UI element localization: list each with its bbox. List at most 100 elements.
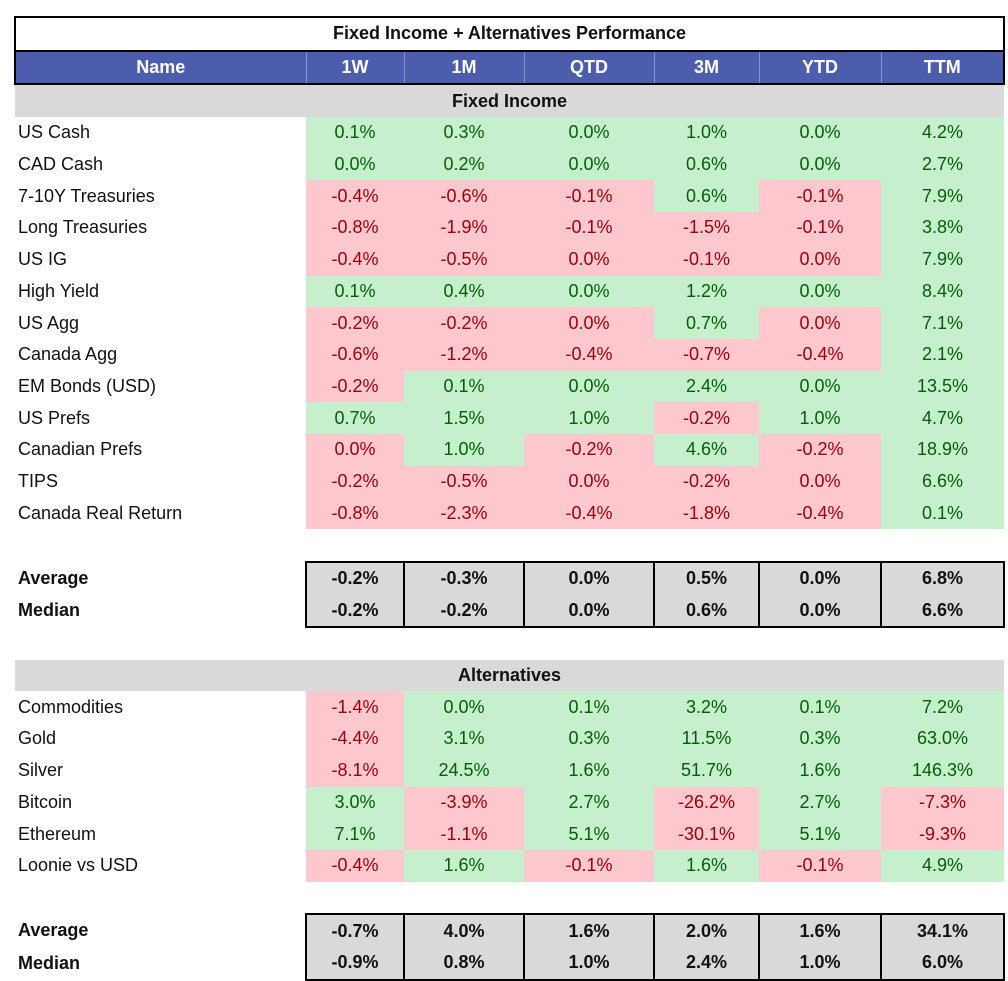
- value-cell: -7.3%: [881, 786, 1005, 819]
- performance-table: Fixed Income + Alternatives Performance …: [13, 16, 1006, 981]
- summary-cell: -0.2%: [403, 594, 525, 629]
- table-row: EM Bonds (USD) -0.2% 0.1% 0.0% 2.4% 0.0% 13.5%: [15, 370, 1005, 403]
- row-name: TIPS: [18, 470, 59, 491]
- row-name: US Agg: [18, 312, 80, 333]
- value-cell: 3.8%: [881, 212, 1005, 244]
- value-cell: 1.6%: [524, 754, 654, 787]
- value-cell: -0.2%: [654, 465, 759, 498]
- summary-cell: 0.0%: [758, 560, 882, 595]
- value-cell: 0.0%: [759, 307, 881, 339]
- summary-cell: 0.8%: [403, 946, 525, 981]
- value-cell: -0.4%: [524, 497, 654, 529]
- header-row: Name 1W 1M QTD 3M YTD TTM: [14, 49, 1006, 86]
- value-cell: -0.2%: [306, 307, 404, 339]
- value-cell: 1.0%: [654, 117, 759, 149]
- value-cell: 0.0%: [759, 243, 881, 276]
- table-row: Canada Agg -0.6% -1.2% -0.4% -0.7% -0.4% 2.1%: [15, 338, 1005, 371]
- value-cell: 0.6%: [654, 180, 759, 213]
- table-row: US Agg -0.2% -0.2% 0.0% 0.7% 0.0% 7.1%: [15, 307, 1005, 339]
- value-cell: 0.0%: [759, 148, 881, 181]
- row-name: US IG: [18, 249, 68, 270]
- value-cell: 0.1%: [759, 691, 881, 724]
- value-cell: 0.1%: [306, 275, 404, 308]
- summary-cell: 1.6%: [523, 913, 655, 947]
- section-header-row: Alternatives: [15, 659, 1005, 692]
- value-cell: -0.6%: [404, 180, 524, 213]
- value-cell: 0.4%: [404, 275, 524, 308]
- header-3m: 3M: [653, 49, 759, 86]
- summary-cell: 34.1%: [879, 913, 1006, 947]
- row-name: EM Bonds (USD): [18, 375, 157, 396]
- summary-cell: -0.9%: [305, 946, 405, 981]
- summary-row: Median -0.2% -0.2% 0.0% 0.6% 0.0% 6.6%: [15, 594, 1006, 629]
- summary-cell: 6.0%: [879, 946, 1006, 981]
- summary-cell: 0.0%: [758, 594, 882, 629]
- value-cell: 0.7%: [306, 402, 404, 434]
- table-title: Fixed Income + Alternatives Performance: [13, 16, 1006, 52]
- section-title: Fixed Income: [15, 84, 1005, 118]
- value-cell: -3.9%: [404, 786, 524, 819]
- value-cell: 2.7%: [524, 786, 654, 819]
- value-cell: -1.1%: [404, 818, 524, 850]
- summary-cell: 4.0%: [403, 913, 525, 947]
- header-qtd: QTD: [523, 49, 654, 86]
- summary-cell: -0.2%: [305, 560, 405, 595]
- value-cell: -0.8%: [306, 497, 404, 529]
- value-cell: 11.5%: [654, 723, 759, 755]
- summary-cell: 1.6%: [758, 913, 882, 947]
- value-cell: -0.2%: [759, 433, 881, 466]
- value-cell: 4.7%: [881, 402, 1005, 434]
- value-cell: 2.1%: [881, 338, 1005, 371]
- value-cell: 0.7%: [654, 307, 759, 339]
- summary-cell: 0.5%: [653, 560, 760, 595]
- table-body: Fixed Income + Alternatives Performance …: [13, 16, 1006, 981]
- value-cell: -0.5%: [404, 243, 524, 276]
- value-cell: 0.0%: [524, 148, 654, 181]
- value-cell: -0.4%: [759, 497, 881, 529]
- value-cell: 0.6%: [654, 148, 759, 181]
- row-name: Bitcoin: [18, 791, 73, 812]
- summary-label: Median: [18, 952, 81, 973]
- value-cell: 3.0%: [306, 786, 404, 819]
- value-cell: -0.1%: [524, 212, 654, 244]
- value-cell: 0.0%: [524, 370, 654, 403]
- value-cell: 7.9%: [881, 243, 1005, 276]
- row-name: Ethereum: [18, 823, 97, 844]
- value-cell: -0.1%: [759, 212, 881, 244]
- value-cell: 0.0%: [524, 307, 654, 339]
- value-cell: -0.2%: [306, 370, 404, 403]
- summary-label: Median: [18, 600, 81, 621]
- value-cell: 0.1%: [524, 691, 654, 724]
- value-cell: 5.1%: [524, 818, 654, 850]
- value-cell: 1.0%: [404, 433, 524, 466]
- row-name: Gold: [18, 728, 57, 749]
- value-cell: -0.4%: [759, 338, 881, 371]
- summary-row: Average -0.7% 4.0% 1.6% 2.0% 1.6% 34.1%: [15, 913, 1006, 947]
- value-cell: 0.1%: [881, 497, 1005, 529]
- header-1m: 1M: [403, 49, 524, 86]
- value-cell: 0.0%: [404, 691, 524, 724]
- summary-cell: 1.0%: [758, 946, 882, 981]
- spacer-cell: [15, 627, 1004, 660]
- summary-cell: 2.0%: [653, 913, 760, 947]
- row-name: Long Treasuries: [18, 217, 148, 238]
- spacer-cell: [15, 882, 1004, 915]
- value-cell: 1.6%: [404, 849, 524, 882]
- value-cell: 0.1%: [306, 117, 404, 149]
- spacer-cell: [15, 529, 1004, 562]
- value-cell: -0.1%: [524, 180, 654, 213]
- value-cell: 0.0%: [306, 148, 404, 181]
- value-cell: 0.1%: [404, 370, 524, 403]
- summary-row: Average -0.2% -0.3% 0.0% 0.5% 0.0% 6.8%: [15, 560, 1006, 595]
- table-row: Ethereum 7.1% -1.1% 5.1% -30.1% 5.1% -9.3%: [15, 818, 1005, 850]
- value-cell: 4.6%: [654, 433, 759, 466]
- value-cell: -0.4%: [306, 243, 404, 276]
- value-cell: 0.3%: [404, 117, 524, 149]
- value-cell: 51.7%: [654, 754, 759, 787]
- summary-cell: 0.0%: [523, 560, 655, 595]
- table-row: US IG -0.4% -0.5% 0.0% -0.1% 0.0% 7.9%: [15, 243, 1005, 276]
- table-row: Commodities -1.4% 0.0% 0.1% 3.2% 0.1% 7.2%: [15, 691, 1005, 724]
- row-name: Canada Real Return: [18, 502, 183, 523]
- value-cell: 0.0%: [524, 275, 654, 308]
